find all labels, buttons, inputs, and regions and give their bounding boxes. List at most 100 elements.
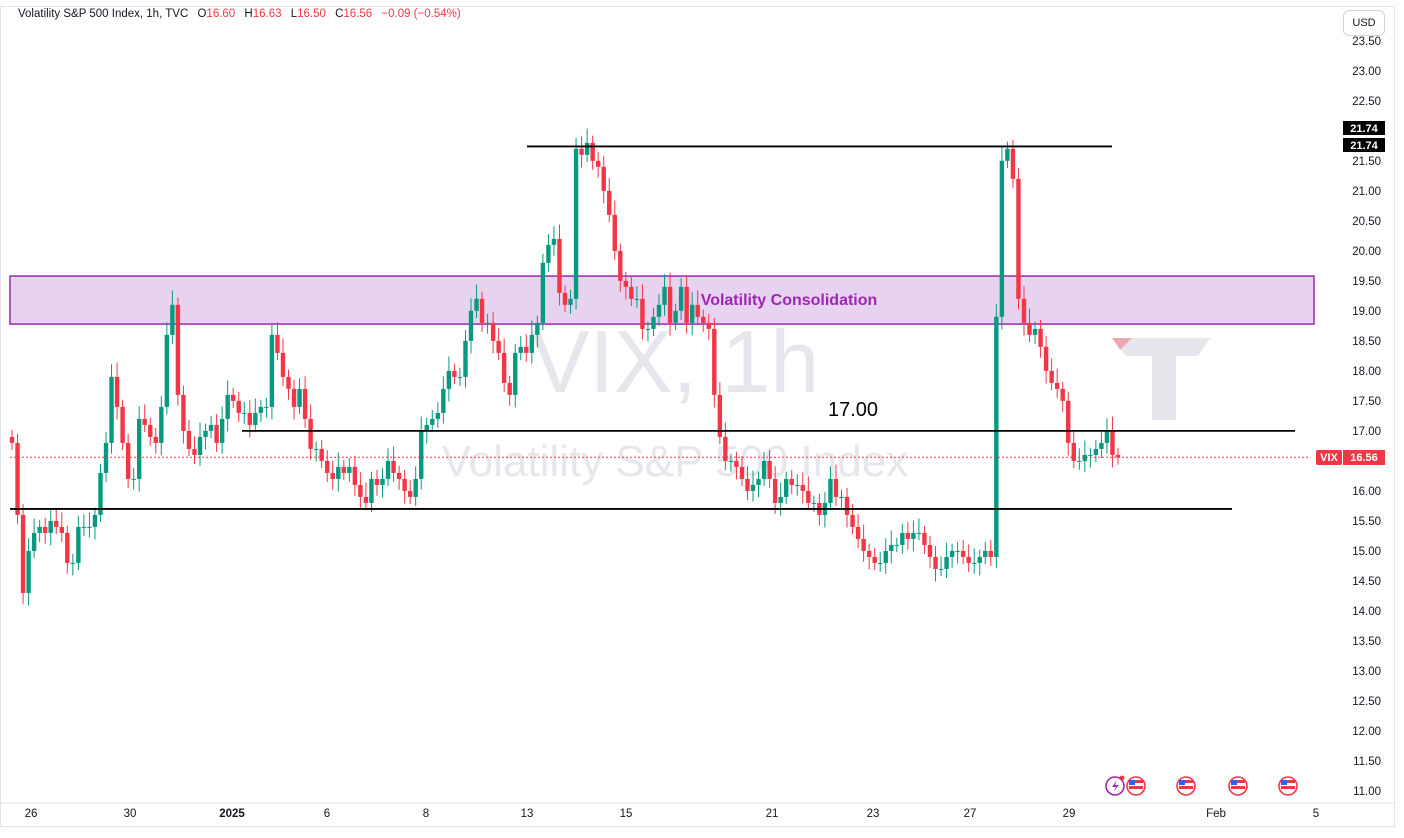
candle-body: [689, 304, 695, 323]
candle-body: [419, 430, 424, 479]
candle-body: [546, 244, 551, 263]
candle-body: [916, 532, 922, 534]
candle-body: [739, 466, 745, 479]
candle-body: [385, 460, 391, 479]
candle-body: [579, 148, 584, 155]
candle-body: [1077, 460, 1082, 462]
watermark-name: Volatility S&P 500 Index: [442, 437, 908, 486]
y-tick-label: 17.00: [1352, 426, 1381, 438]
y-tick-label: 16.00: [1352, 486, 1381, 498]
y-tick-label: 14.50: [1352, 576, 1381, 588]
candle-body: [474, 298, 479, 311]
lightning-event-icon[interactable]: [1105, 775, 1125, 796]
candle-body: [463, 340, 468, 377]
candle-body: [507, 382, 512, 395]
candle-body: [297, 388, 302, 407]
candle-body: [1021, 298, 1027, 323]
y-tick-label: 11.50: [1353, 756, 1381, 768]
x-tick-label: 23: [867, 808, 880, 820]
candle-body: [629, 286, 634, 299]
candle-body: [1082, 454, 1088, 461]
candle-body: [728, 460, 734, 462]
candle-body: [966, 556, 971, 563]
candle-body: [186, 430, 192, 449]
close-value: 16.56: [343, 8, 373, 20]
candles-group: [9, 128, 1121, 606]
us-flag-icon[interactable]: [1176, 776, 1196, 796]
candle-body: [336, 466, 341, 479]
y-tick-label: 13.00: [1352, 666, 1381, 678]
candle-body: [457, 376, 463, 378]
x-tick-label: Feb: [1206, 808, 1226, 820]
candle-body: [92, 514, 98, 527]
candle-body: [87, 526, 92, 528]
candle-body: [623, 280, 629, 287]
candle-body: [712, 328, 717, 395]
us-flag-icon[interactable]: [1278, 776, 1298, 796]
candle-body: [192, 448, 197, 455]
y-tick-label: 19.50: [1352, 276, 1381, 288]
candle-body: [529, 334, 535, 353]
candle-body: [944, 556, 949, 569]
candle-body: [20, 514, 26, 593]
candle-body: [839, 496, 844, 498]
candle-body: [1043, 346, 1049, 371]
candle-body: [524, 346, 529, 353]
candle-body: [994, 316, 999, 557]
candle-body: [479, 298, 485, 323]
candle-body: [551, 238, 557, 245]
y-tick-label: 15.00: [1352, 546, 1381, 558]
candle-body: [612, 214, 617, 251]
candle-body: [828, 478, 833, 503]
x-tick-label: 15: [620, 808, 633, 820]
candle-body: [844, 496, 850, 515]
candle-body: [181, 394, 186, 431]
level-tag-lower: 21.74: [1343, 138, 1385, 152]
us-flag-icon[interactable]: [1228, 776, 1248, 796]
x-tick-label: 29: [1063, 808, 1076, 820]
candle-body: [441, 388, 446, 413]
candle-body: [59, 526, 64, 533]
price-tag: VIX 16.56: [1316, 450, 1385, 465]
candle-body: [651, 316, 656, 329]
candle-body: [949, 550, 955, 557]
candle-body: [983, 550, 988, 557]
candle-body: [772, 478, 778, 503]
candle-body: [54, 520, 59, 527]
zone-label: Volatility Consolidation: [701, 292, 878, 309]
candle-body: [1010, 148, 1016, 179]
candle-body: [695, 304, 700, 317]
candle-body: [37, 526, 42, 533]
candle-body: [125, 442, 131, 479]
y-tick-label: 11.00: [1353, 786, 1381, 798]
candle-body: [485, 322, 490, 324]
candle-body: [955, 550, 960, 552]
candle-body: [789, 478, 794, 485]
candle-body: [70, 562, 76, 564]
currency-button[interactable]: USD: [1343, 10, 1385, 36]
candle-body: [745, 478, 750, 491]
x-tick-label: 8: [423, 808, 429, 820]
candle-body: [430, 418, 435, 425]
candle-body: [231, 394, 236, 401]
candle-body: [214, 424, 219, 443]
candle-body: [253, 412, 258, 425]
candle-body: [1104, 430, 1110, 443]
candle-body: [723, 436, 728, 461]
candle-body: [1049, 370, 1054, 383]
symbol-title[interactable]: Volatility S&P 500 Index, 1h, TVC: [18, 8, 189, 20]
time-axis[interactable]: 26 30 2025 6 8 13 15 21 23 27 29 Feb 5: [0, 802, 1395, 820]
x-tick-label: 13: [521, 808, 534, 820]
events-row[interactable]: [1105, 775, 1298, 796]
candle-body: [922, 532, 927, 545]
y-tick-label: 19.00: [1352, 306, 1381, 318]
candle-body: [618, 250, 623, 281]
price-tag-symbol: VIX: [1320, 452, 1338, 464]
us-flag-icon[interactable]: [1126, 776, 1146, 796]
candle-body: [446, 370, 452, 389]
candle-body: [833, 478, 839, 497]
y-tick-label: 12.50: [1352, 696, 1381, 708]
candle-body: [9, 436, 15, 443]
